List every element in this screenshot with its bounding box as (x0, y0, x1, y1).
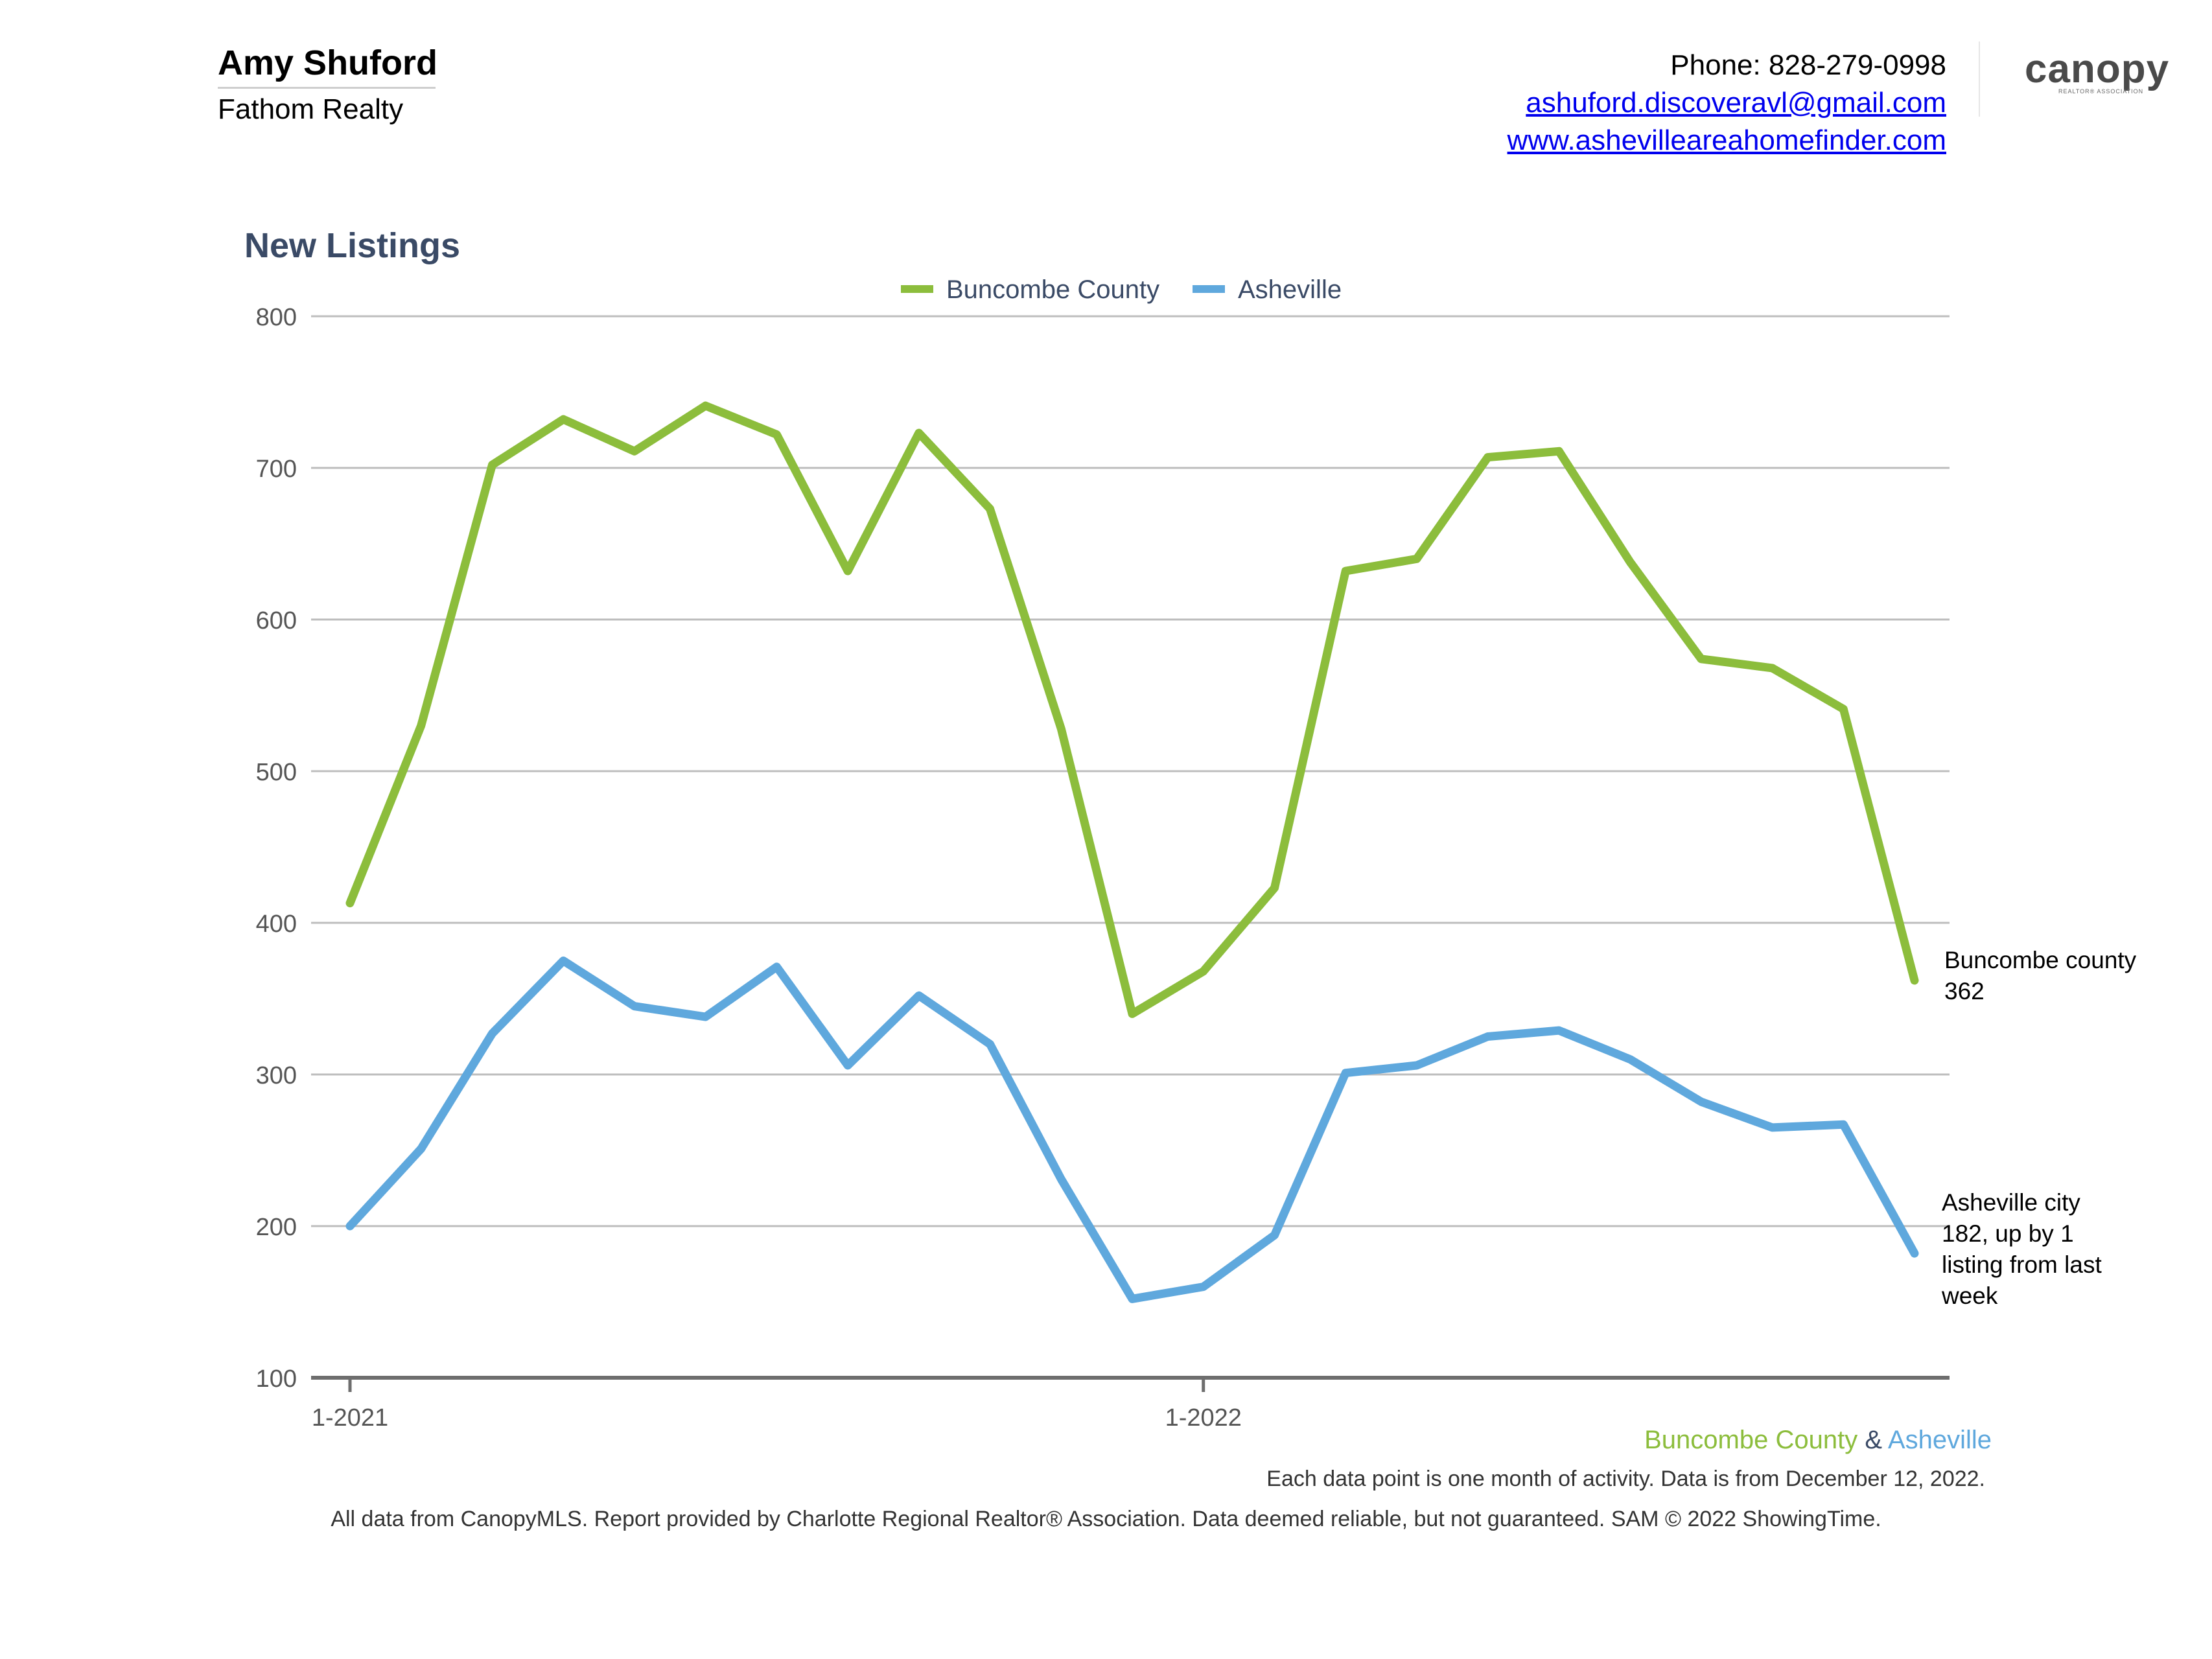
canopy-logo: canopy REALTOR® ASSOCIATION (2025, 47, 2170, 108)
footer-series-b: Asheville (1887, 1426, 1992, 1454)
annotation-text: Buncombe county (1944, 947, 2137, 973)
data-point (491, 1032, 493, 1034)
contact-block: Phone: 828-279-0998 ashuford.discoveravl… (1508, 47, 1946, 159)
data-point (989, 1043, 991, 1045)
canopy-logo-wordmark: canopy (2025, 47, 2170, 91)
data-point (704, 1016, 706, 1018)
canopy-logo-subtext: REALTOR® ASSOCIATION (2058, 88, 2144, 95)
y-tick-label: 200 (256, 1214, 297, 1241)
annotation-text: 362 (1944, 978, 1985, 1004)
data-point (847, 1064, 849, 1066)
data-point (1132, 1013, 1133, 1015)
footer-amp: & (1857, 1426, 1888, 1454)
annotation-text: 182, up by 1 (1942, 1220, 2074, 1247)
data-point (1558, 450, 1560, 452)
data-point (1274, 887, 1275, 889)
data-point (918, 432, 920, 434)
phone-number: Phone: 828-279-0998 (1670, 49, 1946, 81)
footer-note: Each data point is one month of activity… (1266, 1467, 1985, 1491)
data-point (1345, 1072, 1347, 1074)
agent-name-underline (218, 87, 436, 89)
footer-series-legend: Buncombe County & Asheville (1644, 1426, 1992, 1455)
data-point (1345, 570, 1347, 572)
data-point (847, 570, 849, 572)
x-tick-label: 1-2022 (1165, 1404, 1242, 1432)
data-point (1274, 1235, 1275, 1236)
data-point (349, 1225, 351, 1227)
data-point (1487, 1036, 1489, 1038)
data-point (1629, 561, 1631, 563)
data-point (420, 1148, 422, 1150)
data-point (420, 725, 422, 726)
data-point (1843, 1124, 1845, 1126)
annotation-text: listing from last (1942, 1251, 2102, 1278)
data-point (633, 450, 635, 452)
email-link[interactable]: ashuford.discoveravl@gmail.com (1526, 87, 1946, 119)
data-point (776, 434, 778, 435)
data-point (1487, 456, 1489, 458)
data-point (1700, 658, 1702, 660)
data-point (1415, 1064, 1417, 1066)
y-tick-label: 300 (256, 1062, 297, 1089)
data-point (1914, 1253, 1915, 1255)
y-tick-label: 100 (256, 1365, 297, 1393)
y-tick-label: 600 (256, 607, 297, 634)
data-point (1771, 1126, 1773, 1128)
data-point (1843, 708, 1845, 710)
x-tick-label: 1-2021 (312, 1404, 388, 1432)
data-point (1060, 1178, 1062, 1180)
data-point (1202, 970, 1204, 972)
data-point (1060, 728, 1062, 730)
data-point (633, 1005, 635, 1007)
y-tick-label: 500 (256, 759, 297, 786)
data-point (918, 995, 920, 997)
chart-title: New Listings (244, 226, 461, 265)
data-point (1415, 558, 1417, 560)
agent-company: Fathom Realty (218, 93, 404, 125)
data-point (989, 508, 991, 510)
legend-label: Buncombe County (946, 275, 1159, 304)
data-point (563, 960, 565, 962)
y-tick-label: 800 (256, 304, 297, 331)
logo-divider (1979, 41, 1980, 117)
data-point (1914, 979, 1915, 981)
data-point (1629, 1058, 1631, 1060)
footer-disclaimer: All data from CanopyMLS. Report provided… (331, 1507, 1881, 1531)
data-point (491, 464, 493, 466)
data-point (704, 405, 706, 407)
legend-swatch (901, 285, 933, 293)
agent-name: Amy Shuford (218, 43, 438, 82)
legend-label: Asheville (1238, 275, 1342, 304)
data-point (1132, 1298, 1133, 1300)
data-point (1700, 1101, 1702, 1103)
y-tick-label: 700 (256, 456, 297, 483)
website-link[interactable]: www.ashevilleareahomefinder.com (1507, 124, 1946, 156)
data-point (349, 902, 351, 904)
y-tick-label: 400 (256, 911, 297, 938)
annotation-text: week (1941, 1282, 1998, 1309)
annotation-text: Asheville city (1942, 1189, 2080, 1216)
footer-series-a: Buncombe County (1644, 1426, 1858, 1454)
data-point (563, 419, 565, 421)
data-point (1558, 1030, 1560, 1032)
legend-swatch (1193, 285, 1225, 293)
data-point (1771, 667, 1773, 669)
data-point (1202, 1286, 1204, 1288)
data-point (776, 966, 778, 968)
